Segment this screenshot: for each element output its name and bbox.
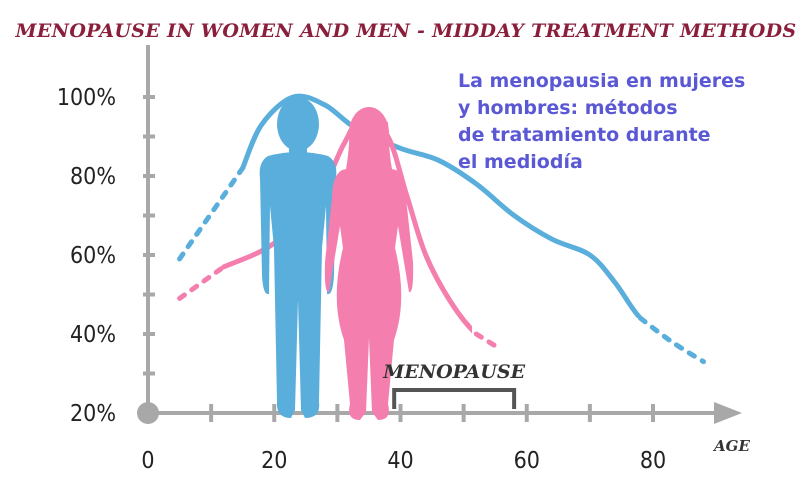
y-tick-label: 60% [70,243,116,269]
men-series-line [240,93,706,365]
y-tick-label: 40% [70,322,116,348]
y-tick-label: 80% [70,164,116,190]
subtitle-line-1: La menopausia en mujeres [458,70,746,92]
menopause-label: MENOPAUSE [382,361,525,383]
men-series-dotted-tail [637,315,706,365]
x-tick-label: 40 [387,448,413,474]
chart-axes: 0 20 40 60 80 20% 40% 60% 80% 100% AGE [57,45,750,474]
chart-overlay: MENOPAUSE [382,315,706,409]
chart-subtitle: La menopausia en mujeres y hombres: méto… [458,68,788,176]
men-series-dotted-start [177,165,246,262]
x-axis-arrow [714,402,742,424]
women-series-dotted-start [177,264,227,301]
axis-origin [137,402,159,424]
chart-title: MENOPAUSE IN WOMEN AND MEN - MIDDAY TREA… [15,20,797,42]
subtitle-line-4: el mediodía [458,151,583,173]
label-backdrop [472,318,812,392]
women-series-dotted-tail [473,331,504,353]
x-tick-label: 60 [514,448,540,474]
male-silhouette-icon [259,97,337,418]
y-tick-label: 20% [70,401,116,427]
x-tick-label: 20 [261,448,287,474]
subtitle-line-3: de tratamiento durante [458,124,711,146]
female-silhouette-icon [324,107,414,420]
x-axis-label: AGE [712,437,750,455]
x-tick-label: 80 [640,448,666,474]
x-tick-label: 0 [141,448,154,474]
menopause-bracket [392,388,517,409]
subtitle-line-2: y hombres: métodos [458,97,678,119]
y-tick-label: 100% [57,85,116,111]
